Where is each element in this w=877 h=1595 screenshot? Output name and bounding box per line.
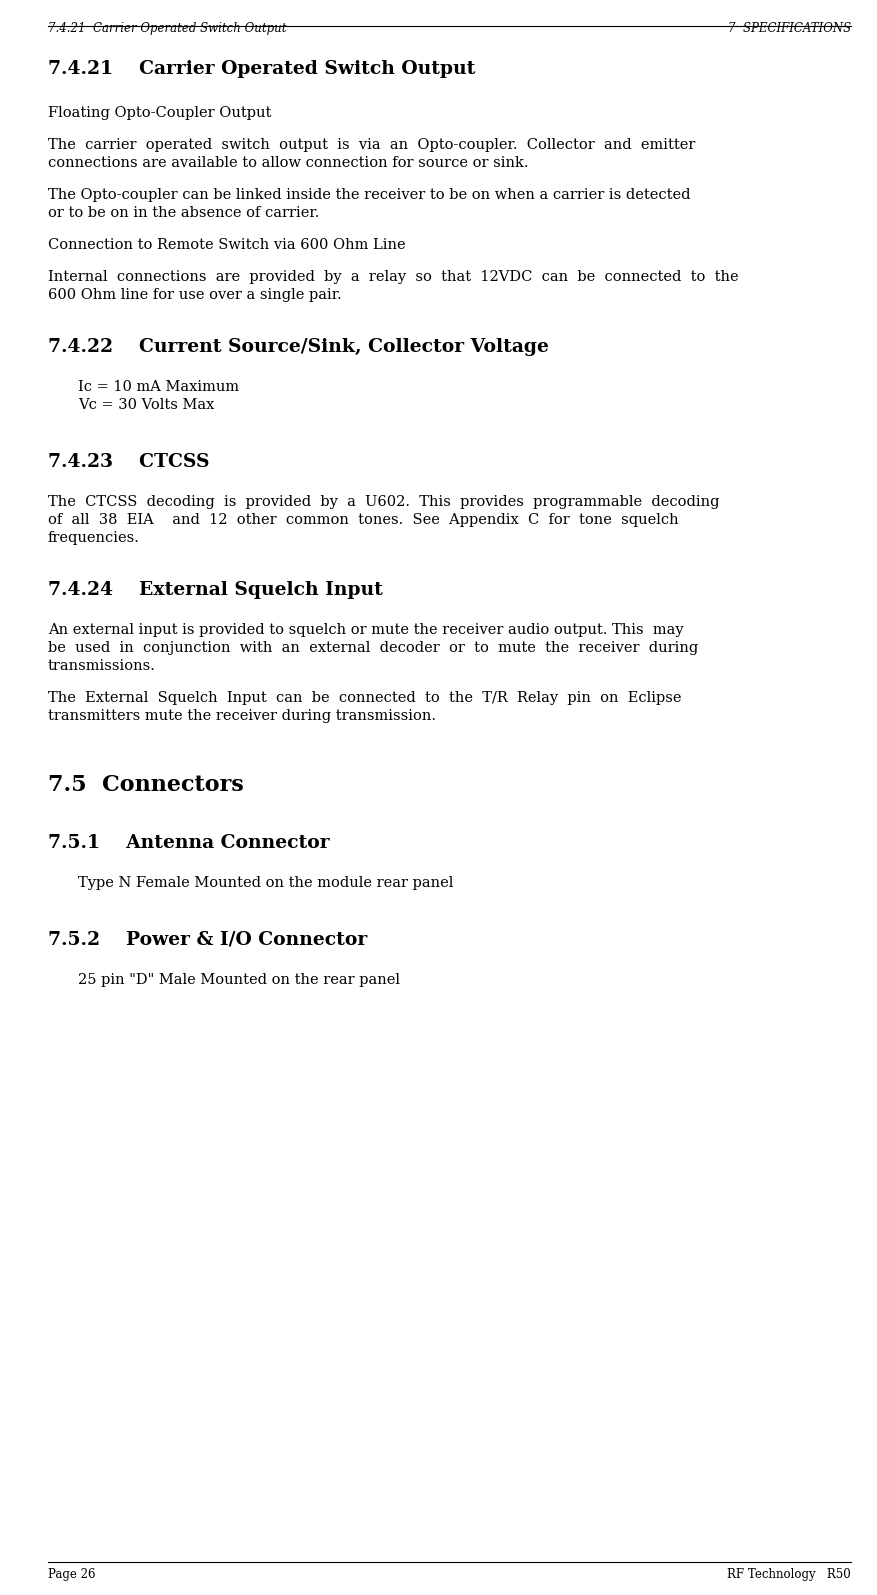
Text: Internal  connections  are  provided  by  a  relay  so  that  12VDC  can  be  co: Internal connections are provided by a r… — [48, 270, 738, 284]
Text: 7.4.21    Carrier Operated Switch Output: 7.4.21 Carrier Operated Switch Output — [48, 61, 475, 78]
Text: The Opto-coupler can be linked inside the receiver to be on when a carrier is de: The Opto-coupler can be linked inside th… — [48, 188, 690, 203]
Text: 25 pin "D" Male Mounted on the rear panel: 25 pin "D" Male Mounted on the rear pane… — [78, 973, 400, 987]
Text: RF Technology   R50: RF Technology R50 — [727, 1568, 851, 1581]
Text: Floating Opto-Coupler Output: Floating Opto-Coupler Output — [48, 105, 271, 120]
Text: 7.5  Connectors: 7.5 Connectors — [48, 774, 244, 796]
Text: 600 Ohm line for use over a single pair.: 600 Ohm line for use over a single pair. — [48, 289, 342, 301]
Text: The  carrier  operated  switch  output  is  via  an  Opto-coupler.  Collector  a: The carrier operated switch output is vi… — [48, 139, 695, 152]
Text: An external input is provided to squelch or mute the receiver audio output. This: An external input is provided to squelch… — [48, 624, 684, 636]
Text: Type N Female Mounted on the module rear panel: Type N Female Mounted on the module rear… — [78, 876, 453, 890]
Text: 7.4.21  Carrier Operated Switch Output: 7.4.21 Carrier Operated Switch Output — [48, 22, 287, 35]
Text: connections are available to allow connection for source or sink.: connections are available to allow conne… — [48, 156, 529, 171]
Text: Page 26: Page 26 — [48, 1568, 96, 1581]
Text: 7.4.24    External Squelch Input: 7.4.24 External Squelch Input — [48, 581, 383, 600]
Text: The  External  Squelch  Input  can  be  connected  to  the  T/R  Relay  pin  on : The External Squelch Input can be connec… — [48, 691, 681, 705]
Text: 7.5.1    Antenna Connector: 7.5.1 Antenna Connector — [48, 834, 330, 852]
Text: Connection to Remote Switch via 600 Ohm Line: Connection to Remote Switch via 600 Ohm … — [48, 238, 406, 252]
Text: 7.5.2    Power & I/O Connector: 7.5.2 Power & I/O Connector — [48, 931, 367, 949]
Text: Vc = 30 Volts Max: Vc = 30 Volts Max — [78, 399, 214, 412]
Text: or to be on in the absence of carrier.: or to be on in the absence of carrier. — [48, 206, 319, 220]
Text: Ic = 10 mA Maximum: Ic = 10 mA Maximum — [78, 380, 239, 394]
Text: transmitters mute the receiver during transmission.: transmitters mute the receiver during tr… — [48, 710, 436, 723]
Text: frequencies.: frequencies. — [48, 531, 139, 545]
Text: 7.4.22    Current Source/Sink, Collector Voltage: 7.4.22 Current Source/Sink, Collector Vo… — [48, 338, 549, 356]
Text: transmissions.: transmissions. — [48, 659, 156, 673]
Text: 7.4.23    CTCSS: 7.4.23 CTCSS — [48, 453, 210, 471]
Text: 7  SPECIFICATIONS: 7 SPECIFICATIONS — [728, 22, 851, 35]
Text: The  CTCSS  decoding  is  provided  by  a  U602.  This  provides  programmable  : The CTCSS decoding is provided by a U602… — [48, 494, 719, 509]
Text: of  all  38  EIA    and  12  other  common  tones.  See  Appendix  C  for  tone : of all 38 EIA and 12 other common tones.… — [48, 514, 679, 526]
Text: be  used  in  conjunction  with  an  external  decoder  or  to  mute  the  recei: be used in conjunction with an external … — [48, 641, 698, 656]
